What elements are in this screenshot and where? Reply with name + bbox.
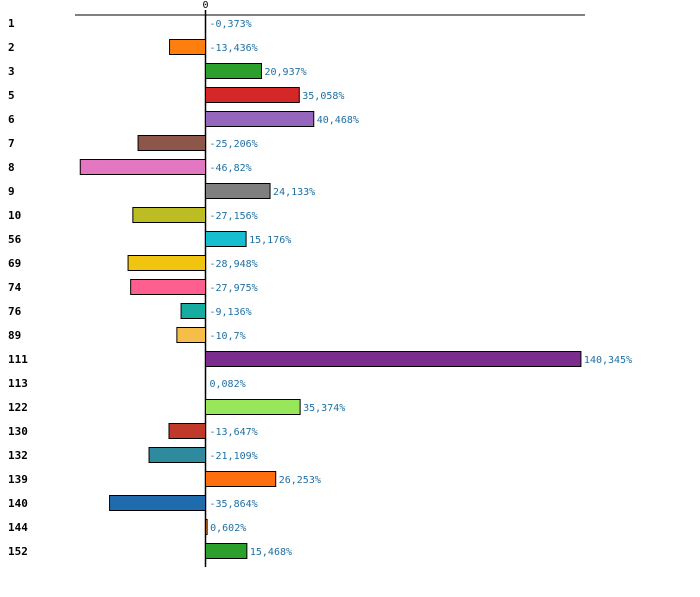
value-label: 0,082% bbox=[210, 379, 246, 390]
value-label: -25,206% bbox=[210, 139, 258, 150]
category-label: 5 bbox=[8, 89, 15, 102]
category-label: 144 bbox=[8, 521, 28, 534]
bar-6 bbox=[205, 111, 315, 127]
category-label: 1 bbox=[8, 17, 15, 30]
category-label: 9 bbox=[8, 185, 15, 198]
category-label: 69 bbox=[8, 257, 21, 270]
category-label: 10 bbox=[8, 209, 21, 222]
category-label: 122 bbox=[8, 401, 28, 414]
zero-tick-label: 0 bbox=[202, 0, 208, 11]
category-label: 111 bbox=[8, 353, 28, 366]
value-label: -13,436% bbox=[210, 43, 258, 54]
category-label: 76 bbox=[8, 305, 22, 318]
bar-122 bbox=[205, 399, 301, 415]
bar-132 bbox=[148, 447, 207, 463]
category-label: 132 bbox=[8, 449, 28, 462]
category-label: 152 bbox=[8, 545, 28, 558]
bar-69 bbox=[127, 255, 206, 271]
value-label: 40,468% bbox=[317, 115, 359, 126]
bar-5 bbox=[205, 87, 300, 103]
value-label: -21,109% bbox=[210, 451, 258, 462]
bar-140 bbox=[109, 495, 206, 511]
category-label: 130 bbox=[8, 425, 28, 438]
bar-89 bbox=[176, 327, 207, 343]
value-label: -35,864% bbox=[210, 499, 258, 510]
bar-74 bbox=[130, 279, 206, 295]
bar-10 bbox=[132, 207, 206, 223]
value-label: -9,136% bbox=[210, 307, 252, 318]
bar-139 bbox=[205, 471, 277, 487]
bars-group: 1 -0,373% 2 -13,436% 3 20,937% 5 35,058% 6 40,468… bbox=[8, 17, 632, 559]
category-label: 2 bbox=[8, 41, 15, 54]
value-label: 15,468% bbox=[250, 547, 292, 558]
bar-8 bbox=[79, 159, 206, 175]
category-label: 3 bbox=[8, 65, 15, 78]
value-label: -27,975% bbox=[210, 283, 258, 294]
bar-2 bbox=[169, 39, 206, 55]
value-label: 35,058% bbox=[302, 91, 344, 102]
value-label: 26,253% bbox=[279, 475, 321, 486]
bar-56 bbox=[205, 231, 247, 247]
category-label: 56 bbox=[8, 233, 22, 246]
value-label: 140,345% bbox=[584, 355, 632, 366]
category-label: 89 bbox=[8, 329, 21, 342]
bar-144 bbox=[205, 519, 208, 535]
bar-7 bbox=[137, 135, 206, 151]
value-label: -28,948% bbox=[210, 259, 258, 270]
category-label: 140 bbox=[8, 497, 28, 510]
value-label: -10,7% bbox=[210, 331, 246, 342]
value-label: -46,82% bbox=[210, 163, 252, 174]
category-label: 139 bbox=[8, 473, 28, 486]
bar-3 bbox=[205, 63, 263, 79]
bar-9 bbox=[205, 183, 271, 199]
bar-130 bbox=[168, 423, 207, 439]
category-label: 6 bbox=[8, 113, 15, 126]
value-label: 24,133% bbox=[273, 187, 315, 198]
bar-152 bbox=[205, 543, 248, 559]
value-label: -13,647% bbox=[210, 427, 258, 438]
category-label: 113 bbox=[8, 377, 28, 390]
value-label: 0,602% bbox=[210, 523, 246, 534]
category-label: 8 bbox=[8, 161, 15, 174]
value-label: 15,176% bbox=[249, 235, 291, 246]
bar-111 bbox=[205, 351, 582, 367]
category-label: 74 bbox=[8, 281, 22, 294]
category-label: 7 bbox=[8, 137, 15, 150]
value-label: 20,937% bbox=[265, 67, 307, 78]
value-label: -0,373% bbox=[210, 19, 252, 30]
value-label: -27,156% bbox=[210, 211, 258, 222]
value-label: 35,374% bbox=[303, 403, 345, 414]
bar-76 bbox=[180, 303, 207, 319]
